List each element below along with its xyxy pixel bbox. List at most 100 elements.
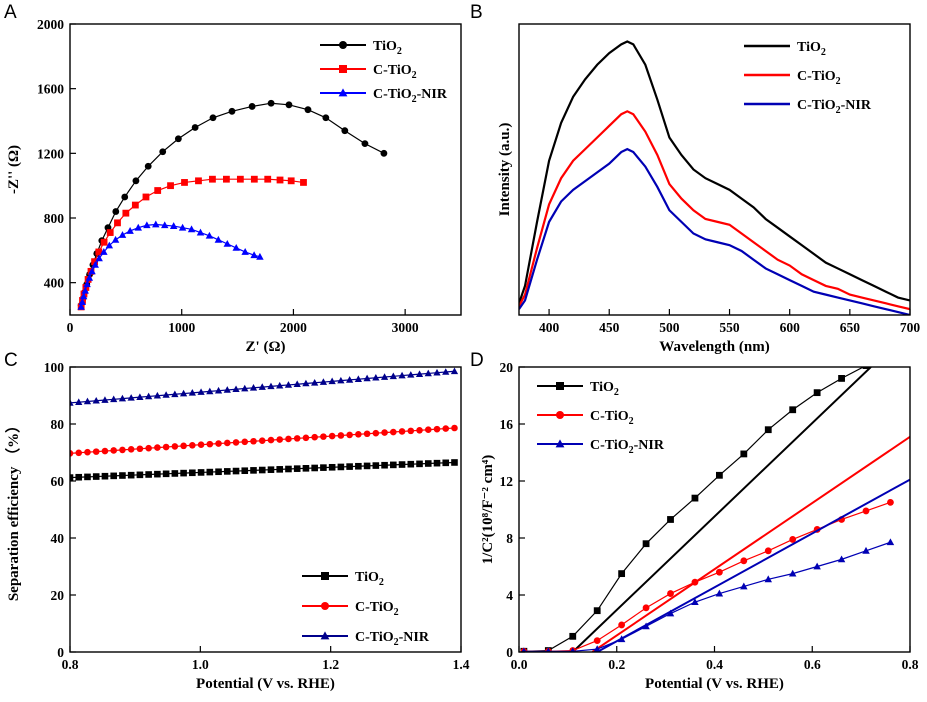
data-point (788, 569, 797, 577)
data-point (119, 446, 126, 454)
y-tick-label: 800 (44, 211, 65, 226)
x-tick-label: 3000 (392, 320, 419, 335)
data-point (84, 448, 91, 456)
data-point (450, 367, 459, 375)
legend-suffix: -NIR (634, 438, 665, 453)
data-point (319, 378, 328, 385)
data-point (442, 425, 450, 432)
data-point (95, 254, 103, 262)
data-point (136, 393, 144, 400)
data-point (169, 222, 178, 229)
y-axis-label: 1/C²(10⁸/F⁻² cm⁴) (480, 455, 496, 565)
data-point (241, 384, 249, 392)
legend-name: C-TiO (355, 600, 394, 615)
legend-marker (320, 631, 330, 640)
data-point (320, 464, 327, 471)
data-point (92, 448, 100, 455)
x-tick-label: 500 (659, 320, 680, 335)
legend-name: TiO (797, 40, 821, 55)
data-point (267, 382, 275, 390)
data-point (354, 375, 362, 382)
y-tick-label: 2000 (37, 17, 64, 32)
panel-b: B 400 450 500 550 600 650 700 Wavelength (nm) Int… (470, 2, 920, 355)
data-point (81, 286, 89, 294)
data-point (159, 148, 167, 156)
data-point (642, 540, 650, 548)
legend-name: C-TiO (373, 87, 412, 102)
fit-line (596, 478, 910, 652)
data-point (320, 433, 327, 440)
legend-name: TiO (355, 570, 379, 585)
data-point (110, 447, 117, 454)
plot-area (70, 367, 459, 481)
data-point (328, 377, 336, 385)
data-point (241, 438, 249, 446)
data-point (337, 376, 345, 384)
data-point (398, 461, 406, 468)
legend-name: C-TiO (797, 69, 836, 84)
y-tick-label: 4 (506, 588, 513, 603)
plot-area (520, 367, 910, 652)
data-point (209, 114, 217, 122)
data-point (287, 177, 295, 185)
data-point (813, 389, 821, 397)
data-point (171, 390, 179, 398)
data-point (424, 369, 432, 377)
panel-a: A 0 1000 2000 3000 400 800 1200 1600 2000 Z' (Ω) -Z… (4, 2, 462, 355)
data-point (241, 248, 249, 255)
data-point (206, 440, 214, 448)
legend-subscript: 2 (614, 387, 619, 398)
data-point (127, 394, 135, 401)
y-tick-label: 60 (51, 474, 65, 489)
legend-name: TiO (590, 380, 614, 395)
x-tick-label: 0.6 (804, 657, 821, 672)
data-point (593, 607, 601, 615)
data-point (105, 241, 114, 249)
data-point (75, 473, 83, 481)
data-point (162, 443, 170, 451)
data-point (264, 175, 272, 183)
data-point (789, 536, 797, 543)
data-point (223, 386, 231, 393)
data-point (88, 267, 96, 275)
data-point (285, 435, 292, 443)
data-point (276, 176, 284, 184)
data-point (197, 441, 205, 449)
data-point (77, 303, 85, 310)
x-tick-label: 0.0 (511, 657, 528, 672)
x-tick-label: 400 (539, 320, 560, 335)
data-point (122, 209, 130, 217)
y-tick-label: 80 (51, 417, 65, 432)
x-axis-label: Potential (V vs. RHE) (645, 676, 784, 692)
data-point (223, 239, 232, 247)
data-point (322, 114, 330, 122)
data-point (118, 231, 127, 238)
data-point (416, 426, 423, 434)
data-point (311, 433, 318, 441)
data-point (215, 440, 222, 447)
y-axis-label: -Z'' (Ω) (6, 145, 22, 194)
series-line (80, 178, 304, 308)
x-tick-label: 1.4 (453, 657, 470, 672)
legend-marker (339, 41, 347, 49)
data-point (691, 578, 699, 586)
data-point (442, 368, 450, 375)
data-point (174, 135, 182, 143)
data-point (223, 439, 231, 447)
y-tick-label: 1600 (37, 82, 64, 97)
legend-entry: C-TiO2-NIR (355, 630, 430, 648)
fit-line (572, 367, 872, 652)
data-point (154, 187, 162, 194)
legend-entry: C-TiO2 (355, 600, 399, 618)
data-point (114, 219, 121, 227)
legend-marker (555, 439, 565, 448)
legend-name: C-TiO (373, 63, 412, 78)
data-point (256, 252, 264, 260)
data-point (346, 431, 353, 439)
data-point (276, 381, 284, 389)
legend-name: C-TiO (355, 630, 394, 645)
data-point (100, 248, 108, 255)
legend-entry: TiO2 (797, 40, 826, 58)
